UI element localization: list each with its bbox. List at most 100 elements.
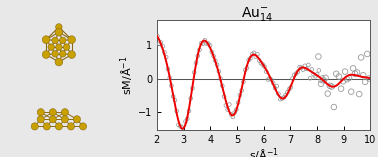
- Point: [169, 84, 175, 87]
- Point: [360, 74, 366, 76]
- Circle shape: [79, 123, 87, 130]
- Point: [304, 68, 310, 70]
- Point: [221, 95, 227, 98]
- Point: [311, 73, 317, 76]
- Point: [284, 91, 290, 94]
- Point: [342, 70, 348, 73]
- Point: [254, 53, 260, 56]
- Point: [232, 111, 238, 114]
- Point: [160, 45, 166, 48]
- Point: [263, 70, 269, 73]
- Point: [364, 53, 370, 55]
- Point: [267, 77, 273, 80]
- Point: [240, 81, 246, 83]
- Circle shape: [49, 109, 56, 116]
- Point: [244, 67, 250, 69]
- Circle shape: [63, 44, 70, 50]
- Point: [189, 87, 195, 89]
- Point: [346, 77, 352, 79]
- Circle shape: [55, 58, 63, 66]
- Point: [181, 131, 187, 133]
- Point: [318, 83, 324, 85]
- Point: [281, 96, 287, 99]
- Circle shape: [61, 116, 68, 123]
- Point: [172, 99, 178, 101]
- Point: [358, 56, 364, 59]
- Point: [161, 51, 167, 54]
- Point: [235, 101, 241, 104]
- Point: [193, 62, 199, 64]
- Point: [205, 42, 211, 45]
- Point: [253, 55, 259, 58]
- Point: [195, 55, 201, 57]
- Text: Au$_{14}^{-}$: Au$_{14}^{-}$: [241, 5, 273, 23]
- Point: [228, 113, 234, 116]
- Point: [277, 98, 283, 100]
- Point: [329, 85, 335, 88]
- Point: [302, 65, 308, 67]
- Point: [305, 64, 311, 66]
- Point: [197, 49, 203, 51]
- Circle shape: [59, 37, 66, 44]
- Point: [340, 80, 346, 82]
- Point: [265, 78, 271, 81]
- Point: [248, 57, 254, 60]
- Point: [286, 88, 292, 90]
- Point: [321, 79, 327, 82]
- Circle shape: [52, 51, 58, 57]
- Point: [362, 81, 368, 83]
- Circle shape: [48, 44, 54, 50]
- Circle shape: [56, 24, 62, 30]
- Circle shape: [56, 44, 62, 50]
- Point: [297, 66, 303, 68]
- Point: [256, 59, 262, 62]
- Point: [191, 71, 197, 73]
- Point: [307, 77, 313, 79]
- Point: [198, 42, 204, 44]
- Circle shape: [52, 37, 58, 44]
- Point: [239, 89, 245, 92]
- Point: [258, 62, 264, 64]
- Point: [184, 117, 190, 120]
- Point: [230, 116, 236, 118]
- Point: [338, 87, 344, 90]
- Point: [325, 92, 331, 95]
- Point: [207, 44, 213, 47]
- Point: [200, 42, 206, 45]
- Point: [219, 85, 225, 87]
- Point: [156, 43, 162, 45]
- Point: [366, 77, 372, 80]
- Circle shape: [43, 123, 50, 130]
- Circle shape: [55, 123, 62, 130]
- Point: [309, 68, 315, 71]
- Point: [291, 74, 297, 76]
- Point: [295, 70, 301, 73]
- Point: [183, 120, 189, 123]
- Point: [276, 93, 282, 95]
- Point: [186, 110, 192, 112]
- Point: [290, 77, 296, 80]
- Point: [293, 72, 299, 75]
- Circle shape: [42, 36, 50, 43]
- Point: [300, 68, 306, 71]
- Point: [188, 97, 194, 100]
- Point: [212, 60, 218, 62]
- Point: [158, 41, 164, 44]
- Point: [315, 55, 321, 58]
- Point: [154, 35, 160, 37]
- Point: [268, 78, 274, 81]
- Point: [262, 65, 268, 68]
- Point: [274, 85, 280, 87]
- Point: [270, 82, 276, 84]
- Circle shape: [37, 109, 44, 116]
- Point: [350, 67, 356, 70]
- Point: [246, 59, 252, 61]
- Point: [242, 69, 248, 71]
- Circle shape: [68, 51, 76, 58]
- Circle shape: [61, 109, 68, 116]
- Point: [218, 77, 224, 80]
- Point: [226, 103, 232, 106]
- X-axis label: s/Å$^{-1}$: s/Å$^{-1}$: [249, 147, 279, 157]
- Point: [331, 106, 337, 108]
- Point: [322, 77, 328, 79]
